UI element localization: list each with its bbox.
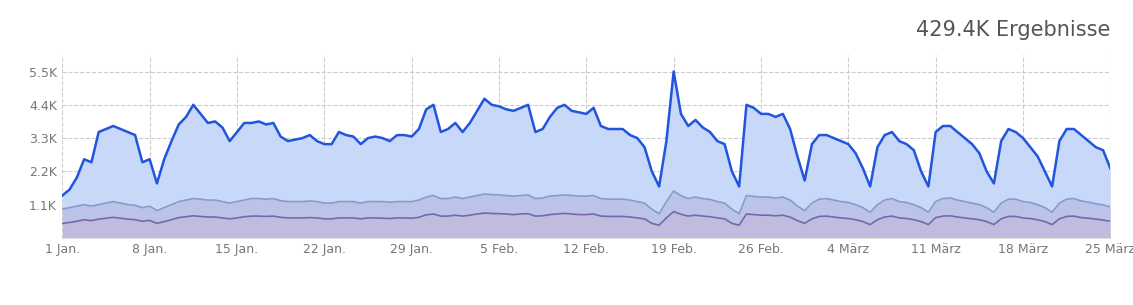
Text: 429.4K Ergebnisse: 429.4K Ergebnisse: [915, 20, 1110, 40]
Legend: KI, Sprachmodell, ChatGPT: KI, Sprachmodell, ChatGPT: [468, 304, 705, 305]
